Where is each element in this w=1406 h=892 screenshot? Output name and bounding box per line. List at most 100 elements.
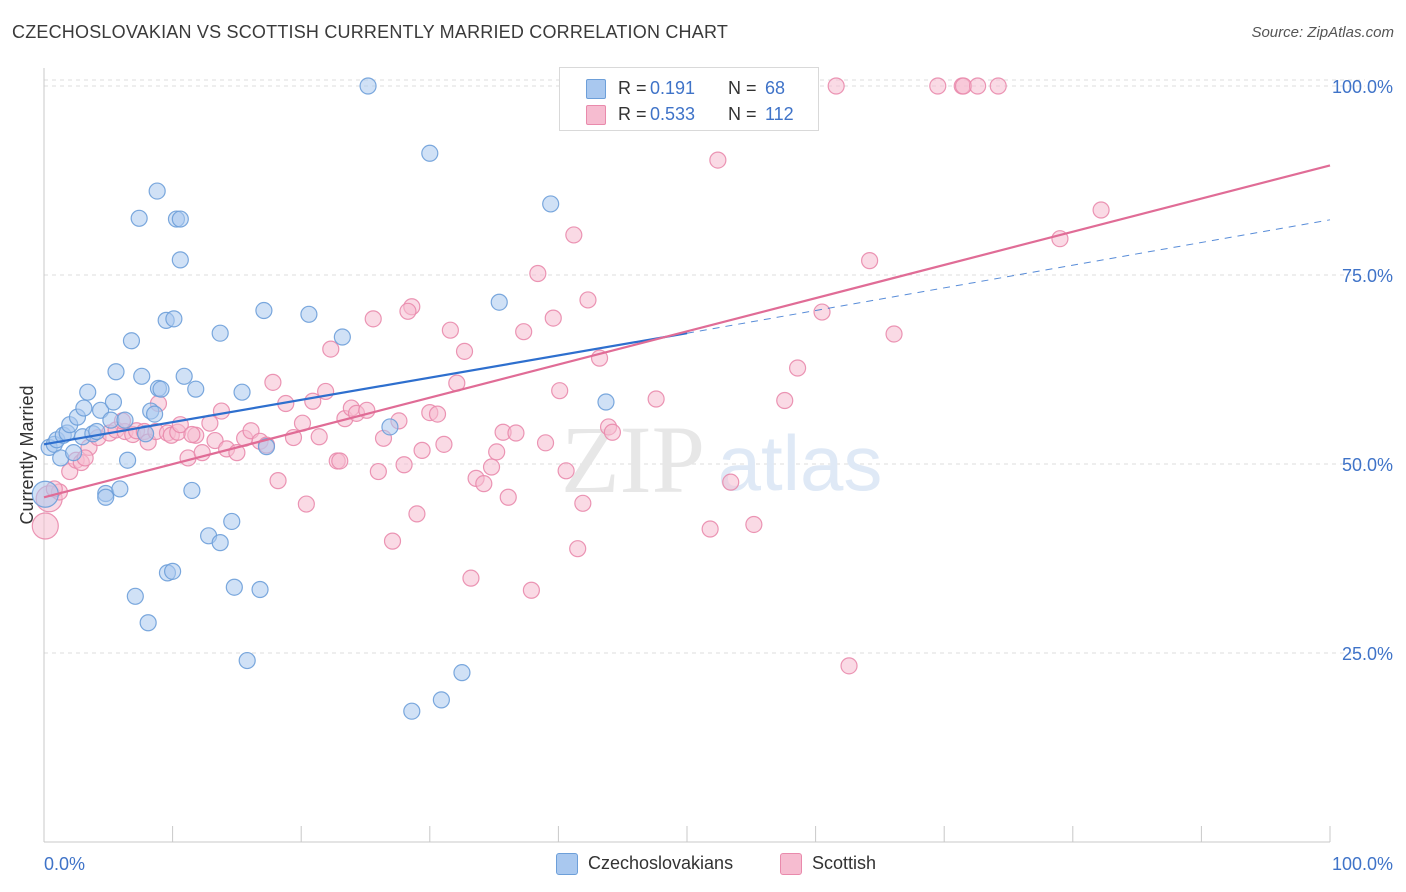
- czechoslovakian-point: [97, 488, 115, 506]
- scottish-point: [989, 77, 1007, 95]
- czechoslovakian-point: [359, 77, 377, 95]
- czechoslovakian-trend-line: [43, 332, 688, 446]
- scottish-point: [840, 657, 858, 675]
- scottish-point: [569, 540, 587, 558]
- czechoslovakian-point: [126, 587, 144, 605]
- scottish-point: [788, 359, 807, 377]
- scottish-point: [413, 441, 431, 459]
- czechoslovakian-point: [133, 367, 151, 385]
- scottish-point: [31, 512, 59, 540]
- scottish-point: [297, 495, 315, 513]
- czechoslovakian-point: [238, 651, 256, 670]
- chart-title: CZECHOSLOVAKIAN VS SCOTTISH CURRENTLY MA…: [12, 22, 729, 42]
- scottish-point: [399, 302, 417, 320]
- scottish-point: [488, 443, 506, 461]
- scottish-point: [529, 264, 547, 283]
- watermark-atlas: atlas: [718, 419, 883, 507]
- czechoslovakian-point: [432, 691, 450, 709]
- legend-label: Czechoslovakians: [588, 853, 734, 873]
- scottish-point: [269, 472, 287, 490]
- scottish-point: [745, 515, 763, 534]
- czechoslovakian-point: [171, 251, 189, 269]
- czechoslovakian-point: [300, 305, 318, 323]
- stats-row-czechoslovakians: R = 0.191 N = 68: [560, 76, 818, 102]
- y-tick-label: 25.0%: [1342, 644, 1393, 664]
- czechoslovakian-point: [165, 310, 183, 328]
- scottish-point: [827, 77, 845, 95]
- y-tick-label: 75.0%: [1342, 266, 1393, 286]
- scottish-point: [395, 456, 413, 474]
- scottish-point: [455, 342, 474, 360]
- scottish-point: [722, 473, 740, 491]
- y-tick-label: 100.0%: [1332, 77, 1393, 97]
- scottish-point: [565, 226, 583, 244]
- scottish-point: [428, 405, 447, 423]
- czechoslovakian-point: [122, 332, 141, 350]
- scottish-point: [647, 390, 665, 408]
- czechoslovakian-point: [542, 195, 560, 213]
- czechoslovakian-point: [171, 210, 189, 228]
- scottish-point: [482, 458, 501, 476]
- czechoslovakian-point: [145, 405, 164, 423]
- scottish-point: [435, 435, 453, 453]
- scottish-point: [462, 569, 480, 587]
- scottish-point: [861, 252, 879, 270]
- scottish-point: [212, 402, 231, 420]
- scottish-point: [709, 151, 727, 169]
- czechoslovakian-trend-extension: [686, 219, 1331, 334]
- czechoslovakian-point: [116, 411, 134, 429]
- czechoslovakian-point: [255, 301, 273, 320]
- czechoslovakian-point: [111, 480, 129, 498]
- scottish-point: [475, 475, 493, 493]
- scottish-point: [603, 423, 622, 441]
- n-value: 112: [765, 104, 794, 124]
- scottish-point: [776, 391, 794, 410]
- czechoslovakian-point: [104, 393, 123, 411]
- czechoslovakian-point: [381, 418, 399, 436]
- czechoslovakian-point: [152, 380, 170, 398]
- czechoslovakian-point: [79, 383, 97, 401]
- scottish-point: [264, 373, 282, 391]
- czechoslovakian-point: [75, 399, 93, 417]
- pink-swatch: [586, 105, 606, 125]
- y-tick-label: 50.0%: [1342, 455, 1393, 475]
- czechoslovakian-point: [183, 481, 201, 500]
- czechoslovakian-point: [211, 324, 229, 342]
- stats-legend: R = 0.191 N = 68 R = 0.533 N = 112: [559, 67, 819, 131]
- source-label: Source: ZipAtlas.com: [1251, 24, 1394, 41]
- czechoslovakian-point: [597, 393, 615, 411]
- czechoslovakian-point: [251, 580, 269, 599]
- scottish-point: [369, 462, 387, 481]
- czechoslovakian-point: [118, 451, 137, 469]
- scottish-point: [701, 520, 719, 538]
- scottish-trend-line: [43, 164, 1331, 499]
- czechoslovakian-point: [164, 562, 182, 580]
- y-axis-title: Currently Married: [17, 385, 37, 524]
- czechoslovakian-point: [139, 614, 157, 632]
- blue-swatch: [586, 79, 606, 99]
- scottish-point: [515, 323, 533, 341]
- czechoslovakian-point: [421, 144, 439, 162]
- scottish-point: [536, 434, 555, 452]
- czechoslovakian-point: [233, 383, 251, 401]
- czechoslovakian-point: [453, 664, 471, 682]
- scottish-point: [522, 581, 540, 599]
- czechoslovakian-point: [490, 293, 508, 311]
- blue-swatch: [556, 853, 578, 875]
- czechoslovakian-point: [223, 512, 241, 531]
- czechoslovakian-point: [64, 444, 83, 462]
- scottish-point: [441, 321, 459, 339]
- czechoslovakian-point: [403, 702, 421, 720]
- scottish-point: [183, 425, 201, 444]
- scottish-point: [383, 532, 402, 550]
- scottish-point: [969, 77, 987, 95]
- scottish-point: [544, 309, 562, 327]
- scottish-point: [885, 325, 903, 343]
- n-label: N =: [728, 78, 757, 98]
- scottish-point: [813, 303, 831, 321]
- r-label: R =: [618, 78, 647, 98]
- scottish-point: [557, 462, 575, 480]
- czechoslovakian-point: [333, 328, 351, 346]
- stats-row-scottish: R = 0.533 N = 112: [560, 102, 818, 128]
